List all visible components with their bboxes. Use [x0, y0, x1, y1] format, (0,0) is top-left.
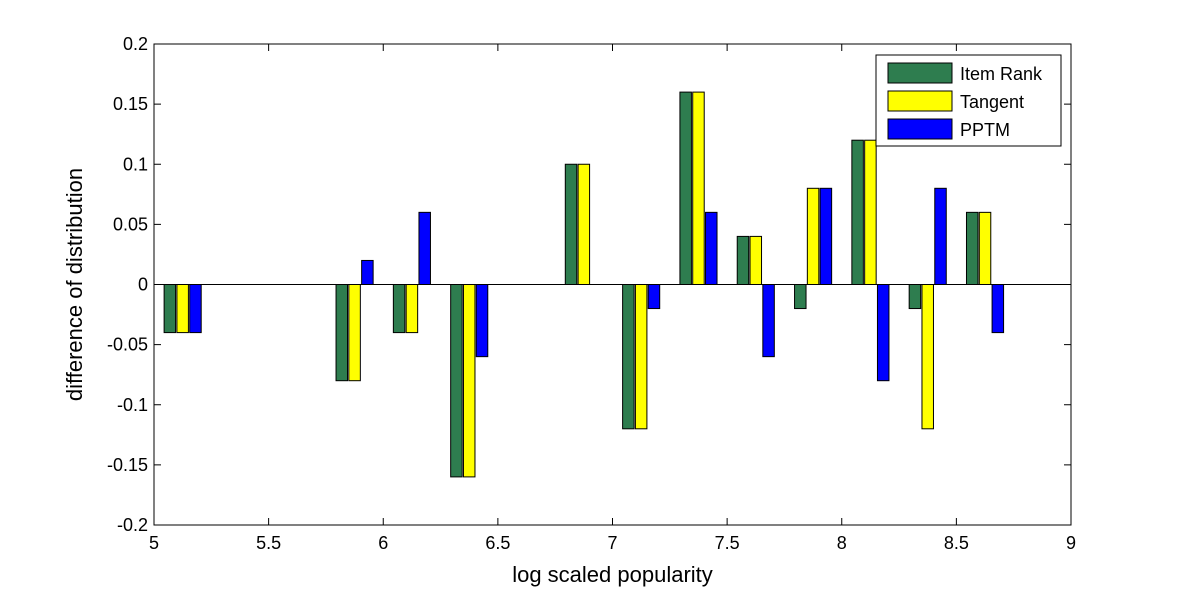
x-tick-label: 5 [149, 533, 159, 553]
bar-pptm-9 [876, 284, 890, 382]
y-tick-label: -0.2 [117, 515, 148, 535]
bar-tangent-3 [462, 284, 476, 478]
bar-pptm-10 [934, 187, 947, 285]
bar-item-rank-6 [679, 91, 692, 285]
bar-item-rank-5 [622, 284, 635, 430]
bar-tangent-7 [749, 235, 763, 285]
legend: Item Rank Tangent PPTM [875, 54, 1062, 147]
legend-label: PPTM [960, 120, 1010, 140]
bar-item-rank-3 [450, 284, 463, 478]
bar-item-rank-9 [851, 139, 864, 285]
y-axis-label: difference of distribution [62, 168, 87, 401]
legend-swatch-tangent [887, 90, 953, 112]
y-tick-label: -0.05 [107, 335, 148, 355]
bar-item-rank-0 [163, 284, 177, 334]
y-axis-ticks: -0.2 -0.15 -0.1 -0.05 0 0.05 0.1 0.15 0.2 [107, 34, 1071, 535]
bar-tangent-0 [176, 284, 189, 334]
bar-item-rank-7 [736, 235, 750, 285]
bar-item-rank-4 [564, 163, 578, 285]
bar-pptm-11 [991, 284, 1005, 334]
y-tick-label: -0.15 [107, 455, 148, 475]
bar-item-rank-1 [335, 284, 349, 382]
bar-pptm-3 [475, 284, 489, 358]
y-tick-label: 0.15 [113, 94, 148, 114]
bar-pptm-6 [705, 211, 718, 286]
bar-tangent-8 [806, 187, 820, 285]
legend-items: Item Rank Tangent PPTM [887, 62, 1043, 140]
bars-layer [163, 91, 1005, 478]
legend-swatch-pptm [887, 118, 953, 140]
x-axis-ticks: 5 5.5 6 6.5 7 7.5 8 8.5 9 [149, 44, 1076, 553]
bar-tangent-4 [577, 163, 591, 285]
bar-pptm-5 [647, 284, 661, 310]
bar-tangent-6 [692, 91, 705, 285]
y-tick-label: 0.2 [123, 34, 148, 54]
x-tick-label: 7 [607, 533, 617, 553]
y-tick-label: 0.05 [113, 214, 148, 234]
x-tick-label: 8.5 [944, 533, 969, 553]
bar-tangent-2 [405, 284, 419, 334]
bar-item-rank-8 [794, 284, 807, 310]
legend-label: Tangent [960, 92, 1024, 112]
bar-tangent-1 [348, 284, 361, 382]
bar-pptm-2 [418, 211, 431, 286]
bar-tangent-10 [921, 284, 934, 430]
bar-pptm-1 [361, 259, 374, 286]
legend-label: Item Rank [960, 64, 1043, 84]
y-tick-label: -0.1 [117, 395, 148, 415]
x-tick-label: 8 [837, 533, 847, 553]
bar-item-rank-11 [965, 211, 979, 286]
bar-tangent-9 [864, 139, 877, 285]
legend-swatch-item-rank [887, 62, 953, 84]
bar-pptm-7 [762, 284, 775, 358]
x-tick-label: 9 [1066, 533, 1076, 553]
y-tick-label: 0.1 [123, 154, 148, 174]
bar-pptm-8 [819, 187, 833, 285]
y-tick-label: 0 [138, 275, 148, 295]
x-tick-label: 5.5 [256, 533, 281, 553]
bar-item-rank-10 [908, 284, 922, 310]
x-tick-label: 6.5 [485, 533, 510, 553]
x-tick-label: 6 [378, 533, 388, 553]
x-axis-label: log scaled popularity [512, 562, 713, 587]
bar-item-rank-2 [392, 284, 406, 334]
bar-tangent-11 [978, 211, 992, 286]
x-tick-label: 7.5 [715, 533, 740, 553]
bar-tangent-5 [634, 284, 648, 430]
bar-pptm-0 [189, 284, 202, 334]
